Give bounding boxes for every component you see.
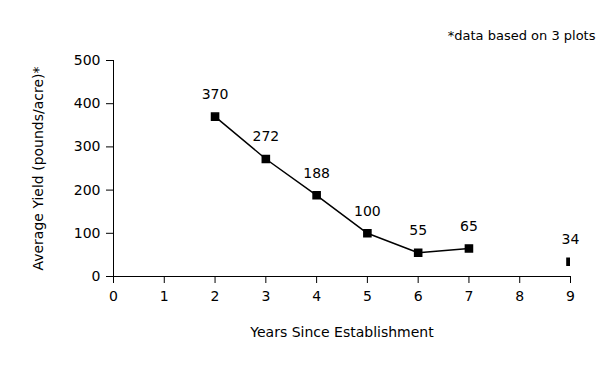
svg-text:6: 6 [414, 288, 423, 304]
svg-text:Years Since Establishment: Years Since Establishment [249, 324, 434, 340]
svg-text:100: 100 [354, 203, 381, 219]
svg-text:3: 3 [261, 288, 270, 304]
svg-text:7: 7 [464, 288, 473, 304]
svg-text:500: 500 [74, 52, 101, 68]
svg-text:300: 300 [74, 138, 101, 154]
svg-text:1: 1 [160, 288, 169, 304]
svg-text:0: 0 [92, 268, 101, 284]
svg-text:400: 400 [74, 95, 101, 111]
svg-text:5: 5 [363, 288, 372, 304]
svg-text:65: 65 [460, 218, 478, 234]
svg-text:0: 0 [109, 288, 118, 304]
svg-text:34: 34 [562, 231, 580, 247]
svg-text:188: 188 [303, 165, 330, 181]
svg-text:272: 272 [252, 128, 279, 144]
svg-text:4: 4 [312, 288, 321, 304]
svg-text:200: 200 [74, 182, 101, 198]
svg-text:*data based on 3 plots: *data based on 3 plots [448, 28, 596, 43]
svg-text:2: 2 [211, 288, 220, 304]
svg-text:9: 9 [566, 288, 575, 304]
svg-text:Average Yield (pounds/acre)*: Average Yield (pounds/acre)* [30, 66, 46, 270]
svg-text:100: 100 [74, 225, 101, 241]
svg-text:8: 8 [515, 288, 524, 304]
svg-text:370: 370 [202, 86, 229, 102]
svg-text:55: 55 [409, 222, 427, 238]
